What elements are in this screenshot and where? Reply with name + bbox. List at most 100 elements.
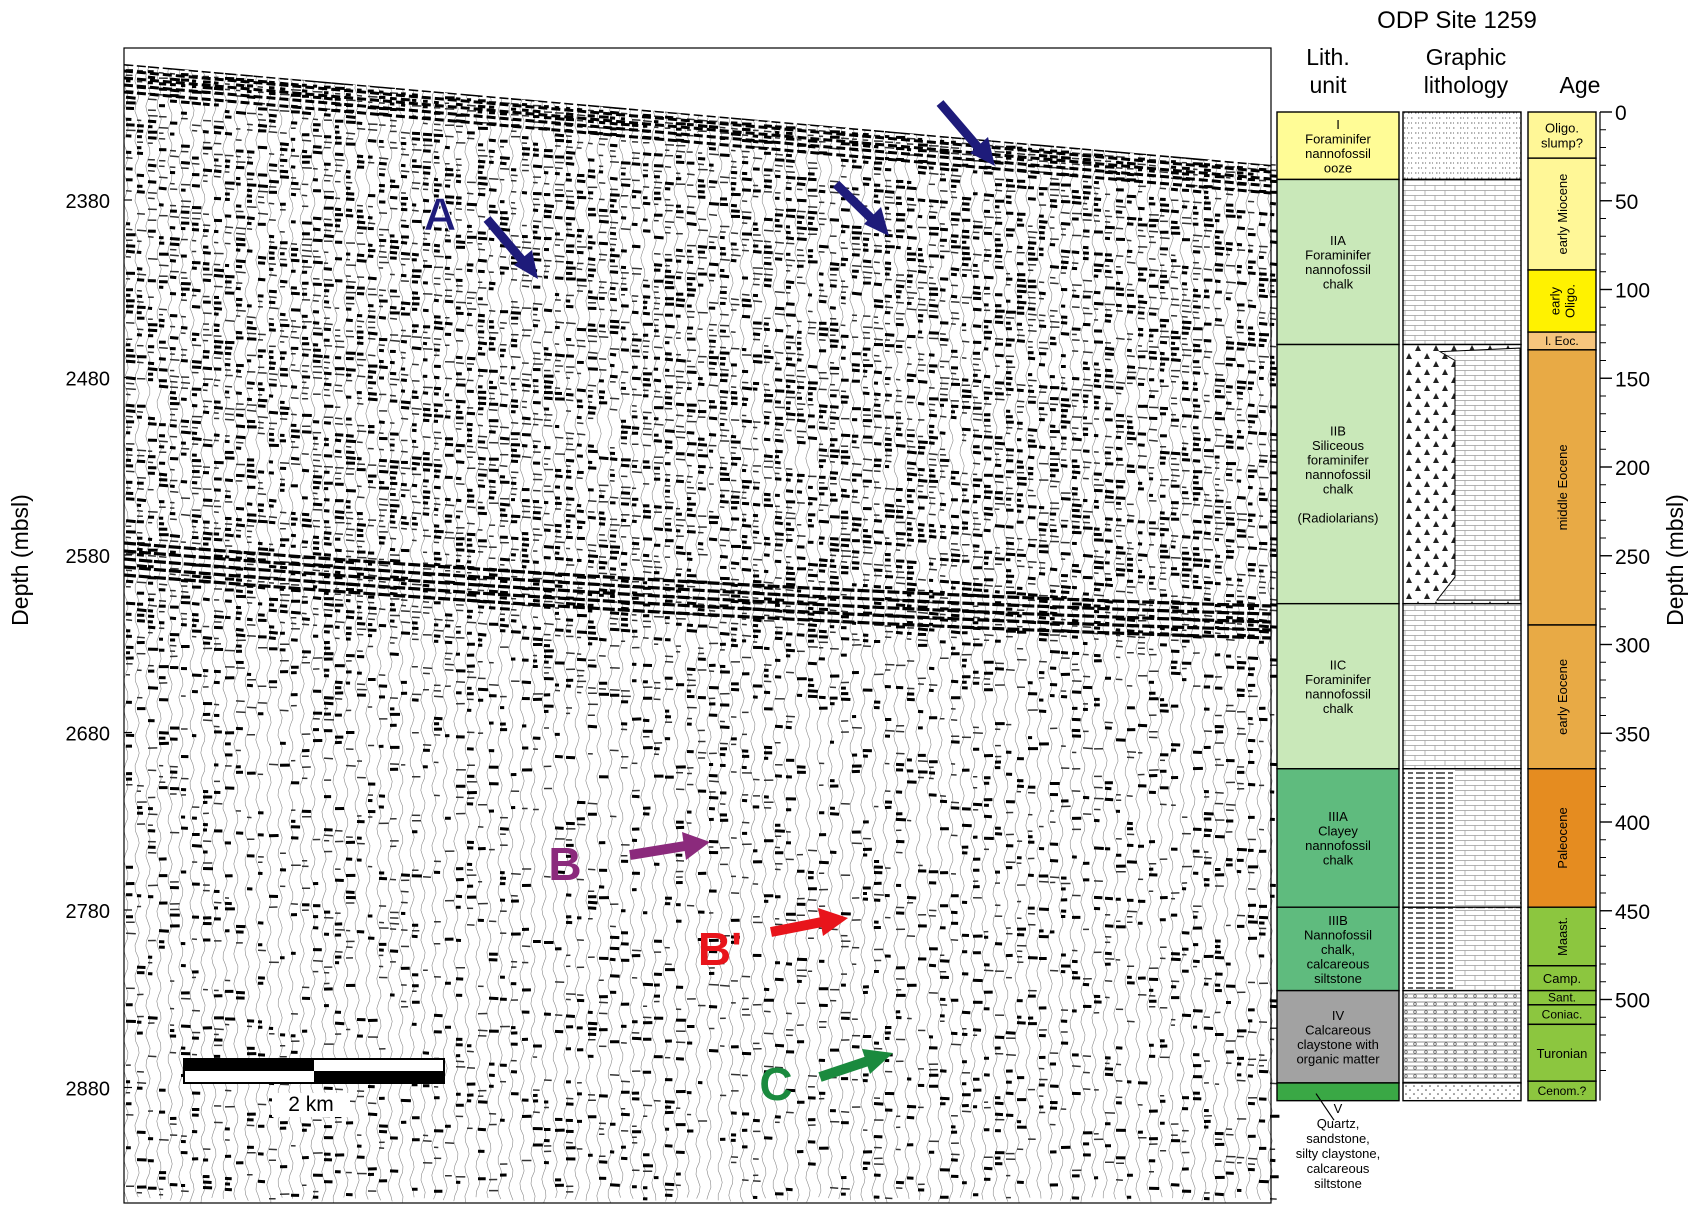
lith-unit-label: Nannofossil xyxy=(1304,927,1372,942)
lith-unit-box xyxy=(1276,906,1400,992)
lith-unit-label: chalk xyxy=(1323,277,1354,292)
lith-unit-label: I xyxy=(1336,117,1340,132)
unit-v-text: siltstone xyxy=(1314,1176,1362,1191)
lith-unit-label: nannofossil xyxy=(1305,146,1371,161)
lith-unit-label: foraminifer xyxy=(1307,453,1369,468)
lith-unit-label: Foraminifer xyxy=(1305,248,1371,263)
graphic-lithology-chalk-fill xyxy=(1455,769,1520,907)
lith-unit-box xyxy=(1276,989,1400,1084)
right-axis-tick-label: 250 xyxy=(1615,546,1650,569)
graphic-lithology-box xyxy=(1402,1082,1522,1102)
lith-unit-label: chalk xyxy=(1323,701,1354,716)
age-label: Turonian xyxy=(1537,1046,1588,1061)
graphic-lithology-column xyxy=(1402,111,1522,1102)
graphic-lithology-box xyxy=(1402,602,1522,770)
lith-unit-box xyxy=(1276,602,1400,770)
left-axis-tick-label: 2880 xyxy=(66,1079,111,1101)
right-axis-tick-label: 150 xyxy=(1615,368,1650,391)
age-label: early xyxy=(1548,286,1563,315)
unit-v-text: sandstone, xyxy=(1306,1131,1370,1146)
age-label: Coniac. xyxy=(1542,1008,1583,1022)
graphic-lithology-header-line1: Graphic xyxy=(1426,44,1507,70)
lith-unit-box xyxy=(1276,343,1400,605)
lith-unit-label: Foraminifer xyxy=(1305,672,1371,687)
unit-v-text: calcareous xyxy=(1307,1161,1370,1176)
arrow-a-2 xyxy=(832,180,889,236)
graphic-lithology-box xyxy=(1402,111,1522,181)
unit-v-text: V xyxy=(1334,1101,1343,1116)
lith-unit-box xyxy=(1276,1082,1400,1102)
age-label: Paleocene xyxy=(1555,807,1570,868)
arrow-a-1 xyxy=(483,216,538,279)
lith-unit-label: IV xyxy=(1332,1008,1345,1023)
right-axis-tick-label: 300 xyxy=(1615,635,1650,658)
age-box xyxy=(1527,111,1597,159)
lith-unit-label: IIIB xyxy=(1328,913,1348,928)
arrow-c xyxy=(818,1049,893,1082)
graphic-lithology-chalk-fill xyxy=(1455,908,1520,990)
graphic-lithology-wedge xyxy=(1435,347,1521,601)
lith-unit-label: nannofossil xyxy=(1305,686,1371,701)
age-box xyxy=(1527,269,1597,333)
age-label: Oligo. xyxy=(1545,121,1579,136)
right-depth-axis: 0 50 100 150 200 250 300 350 400 450 500 xyxy=(1599,102,1650,1101)
lith-unit-label: chalk, xyxy=(1321,942,1355,957)
age-label: Cenom.? xyxy=(1538,1084,1587,1098)
lith-unit-label: nannofossil xyxy=(1305,262,1371,277)
age-label: Sant. xyxy=(1548,991,1576,1005)
lith-unit-label: Siliceous xyxy=(1312,438,1365,453)
lith-unit-label: Calcareous xyxy=(1305,1023,1371,1038)
lith-unit-label: (Radiolarians) xyxy=(1298,511,1379,526)
unit-v-text: silty claystone, xyxy=(1296,1146,1381,1161)
graphic-lithology-box xyxy=(1402,989,1522,1084)
left-axis-tick-label: 2480 xyxy=(66,369,111,391)
lith-unit-label: ooze xyxy=(1324,160,1352,175)
lith-unit-label: IIIA xyxy=(1328,809,1348,824)
age-box xyxy=(1527,349,1597,626)
age-label: Maast. xyxy=(1555,917,1570,956)
age-box xyxy=(1527,768,1597,908)
marker-b-prime-label: B' xyxy=(698,923,742,975)
age-box xyxy=(1527,965,1597,992)
age-header: Age xyxy=(1560,72,1601,98)
marker-a-label: A xyxy=(423,188,456,240)
age-box xyxy=(1527,1080,1597,1102)
lith-unit-header-line1: Lith. xyxy=(1306,44,1349,70)
age-label: Oligo. xyxy=(1563,284,1578,318)
arrow-b-prime xyxy=(770,908,848,937)
marker-b-label: B xyxy=(548,838,581,890)
left-axis-label: Depth (mbsl) xyxy=(7,494,33,626)
lith-unit-label: nannofossil xyxy=(1305,838,1371,853)
right-axis-tick-label: 100 xyxy=(1615,280,1650,303)
age-label: Camp. xyxy=(1543,971,1581,986)
age-label: l. Eoc. xyxy=(1545,334,1578,348)
arrow-b xyxy=(629,832,710,860)
reflector-markers: A B B' C xyxy=(423,100,995,1110)
lith-unit-label: chalk xyxy=(1323,853,1354,868)
lith-unit-box xyxy=(1276,111,1400,181)
right-axis-tick-label: 50 xyxy=(1615,191,1638,214)
right-axis-tick-label: 450 xyxy=(1615,901,1650,924)
right-axis-tick-label: 200 xyxy=(1615,457,1650,480)
right-axis-tick-label: 400 xyxy=(1615,812,1650,835)
left-axis-tick-label: 2580 xyxy=(66,546,111,568)
graphic-lithology-header-line2: lithology xyxy=(1424,72,1509,98)
scale-bar-label: 2 km xyxy=(288,1093,334,1116)
unit-v-text: Quartz, xyxy=(1317,1116,1360,1131)
marker-c-label: C xyxy=(759,1058,792,1110)
left-axis-tick-label: 2680 xyxy=(66,724,111,746)
right-axis-tick-label: 0 xyxy=(1615,102,1627,125)
right-axis-label: Depth (mbsl) xyxy=(1662,494,1688,626)
left-depth-axis: 2380 2480 2580 2680 2780 2880 xyxy=(66,191,132,1101)
lith-unit-label: calcareous xyxy=(1307,956,1370,971)
lith-unit-header-line2: unit xyxy=(1309,72,1347,98)
lith-unit-label: organic matter xyxy=(1296,1052,1380,1067)
arrow-a-3 xyxy=(936,100,995,166)
lith-unit-box xyxy=(1276,178,1400,346)
left-axis-tick-label: 2380 xyxy=(66,191,111,213)
right-axis-tick-label: 350 xyxy=(1615,723,1650,746)
